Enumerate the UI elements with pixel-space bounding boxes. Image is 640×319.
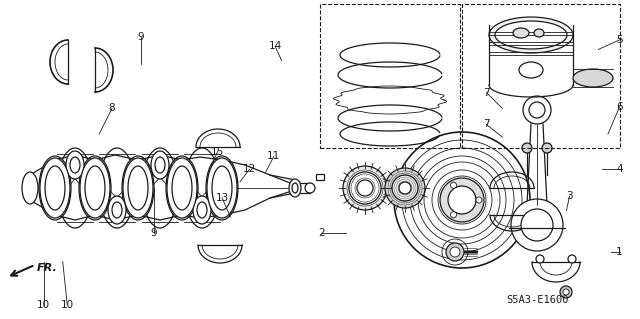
Ellipse shape (207, 158, 237, 218)
Ellipse shape (349, 172, 381, 204)
Ellipse shape (438, 176, 486, 224)
Text: 4: 4 (616, 164, 623, 174)
Ellipse shape (563, 289, 569, 295)
Text: 5: 5 (616, 35, 623, 45)
Ellipse shape (170, 164, 194, 212)
Ellipse shape (542, 143, 552, 153)
Ellipse shape (529, 102, 545, 118)
Text: 8: 8 (109, 103, 115, 114)
Ellipse shape (40, 158, 70, 218)
Ellipse shape (167, 158, 197, 218)
Text: 6: 6 (616, 102, 623, 112)
Ellipse shape (536, 255, 544, 263)
Ellipse shape (112, 202, 122, 218)
Ellipse shape (45, 166, 65, 210)
Ellipse shape (128, 166, 148, 210)
Ellipse shape (166, 156, 198, 220)
Ellipse shape (289, 179, 301, 197)
Ellipse shape (343, 166, 387, 210)
Ellipse shape (399, 182, 411, 194)
Ellipse shape (305, 183, 315, 193)
Ellipse shape (402, 140, 522, 260)
Ellipse shape (523, 96, 551, 124)
Bar (316, 174, 324, 180)
Ellipse shape (43, 164, 67, 212)
Ellipse shape (155, 157, 165, 173)
Text: 7: 7 (483, 119, 490, 130)
Ellipse shape (99, 148, 135, 228)
Ellipse shape (452, 190, 472, 210)
Ellipse shape (418, 156, 506, 244)
Ellipse shape (70, 157, 80, 173)
Ellipse shape (357, 180, 373, 196)
Text: 1: 1 (616, 247, 623, 257)
Ellipse shape (126, 164, 150, 212)
Text: 10: 10 (37, 300, 50, 310)
Text: 15: 15 (211, 146, 224, 157)
Ellipse shape (122, 156, 154, 220)
Ellipse shape (446, 184, 478, 216)
Ellipse shape (451, 182, 456, 188)
Ellipse shape (206, 156, 238, 220)
Ellipse shape (446, 243, 464, 261)
Ellipse shape (476, 197, 482, 203)
Text: 14: 14 (269, 41, 282, 51)
Ellipse shape (511, 199, 563, 251)
Ellipse shape (489, 17, 573, 53)
Ellipse shape (79, 156, 111, 220)
Ellipse shape (448, 186, 476, 214)
Text: 2: 2 (318, 228, 324, 238)
Ellipse shape (193, 196, 211, 224)
Ellipse shape (440, 178, 484, 222)
Bar (320, 4, 460, 148)
Text: 13: 13 (216, 193, 228, 203)
Text: 10: 10 (61, 300, 74, 310)
Ellipse shape (210, 164, 234, 212)
Ellipse shape (66, 151, 84, 179)
Ellipse shape (568, 255, 576, 263)
Ellipse shape (57, 148, 93, 228)
Ellipse shape (142, 148, 178, 228)
Ellipse shape (22, 172, 38, 204)
Ellipse shape (292, 183, 298, 193)
Ellipse shape (424, 162, 500, 238)
Ellipse shape (385, 168, 425, 208)
Text: 9: 9 (138, 32, 144, 42)
Text: 12: 12 (243, 164, 256, 174)
Text: FR.: FR. (37, 263, 58, 273)
Ellipse shape (83, 164, 107, 212)
Ellipse shape (534, 29, 544, 37)
Bar (462, 4, 620, 148)
Ellipse shape (80, 158, 110, 218)
Text: 7: 7 (483, 87, 490, 98)
Ellipse shape (513, 28, 529, 38)
Ellipse shape (212, 166, 232, 210)
Ellipse shape (108, 196, 126, 224)
Ellipse shape (184, 148, 220, 228)
Ellipse shape (451, 212, 456, 218)
Ellipse shape (151, 151, 169, 179)
Ellipse shape (197, 202, 207, 218)
Ellipse shape (519, 62, 543, 78)
Ellipse shape (123, 158, 153, 218)
Ellipse shape (522, 143, 532, 153)
Ellipse shape (432, 170, 492, 230)
Text: S5A3-E1600: S5A3-E1600 (506, 295, 569, 305)
Ellipse shape (172, 166, 192, 210)
Ellipse shape (573, 69, 613, 87)
Text: 11: 11 (268, 151, 280, 161)
Ellipse shape (450, 247, 460, 257)
Ellipse shape (39, 156, 71, 220)
Ellipse shape (495, 21, 567, 49)
Ellipse shape (410, 148, 514, 252)
Text: 3: 3 (566, 191, 573, 201)
Ellipse shape (521, 209, 553, 241)
Ellipse shape (85, 166, 105, 210)
Ellipse shape (394, 132, 530, 268)
Text: 9: 9 (150, 228, 157, 238)
Ellipse shape (560, 286, 572, 298)
Ellipse shape (392, 175, 418, 201)
